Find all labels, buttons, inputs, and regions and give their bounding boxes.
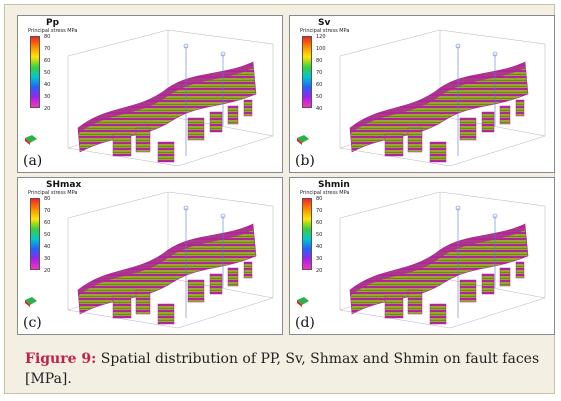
figure-label: Figure 9: bbox=[25, 351, 97, 367]
panel-label: (a) bbox=[21, 153, 45, 169]
legend-tick: 20 bbox=[44, 106, 51, 112]
legend-tick: 50 bbox=[44, 70, 51, 76]
legend-tick: 50 bbox=[316, 232, 323, 238]
color-scale-bar bbox=[302, 36, 312, 108]
panel-label: (d) bbox=[293, 315, 317, 331]
legend-tick: 80 bbox=[44, 34, 51, 40]
legend-tick: 60 bbox=[316, 220, 323, 226]
panel-d: Shmin Principal stress MPa 80 70 60 50 4… bbox=[289, 177, 555, 335]
legend-tick: 80 bbox=[316, 196, 323, 202]
legend-tick: 40 bbox=[44, 82, 51, 88]
fault-face-scene bbox=[67, 191, 274, 329]
orientation-axes-icon bbox=[25, 297, 37, 307]
legend-caption: Principal stress MPa bbox=[28, 28, 78, 34]
legend-tick: 40 bbox=[316, 106, 323, 112]
legend-tick: 30 bbox=[316, 256, 323, 262]
figure-frame: Pp Principal stress MPa 80 70 60 50 40 3… bbox=[4, 4, 555, 394]
legend-tick: 60 bbox=[44, 58, 51, 64]
legend-tick: 50 bbox=[316, 94, 323, 100]
panel-title: Shmin bbox=[318, 180, 350, 190]
legend-caption: Principal stress MPa bbox=[300, 28, 350, 34]
legend-tick: 30 bbox=[44, 256, 51, 262]
orientation-axes-icon bbox=[25, 135, 37, 145]
legend-tick: 100 bbox=[316, 46, 326, 52]
fault-face-scene bbox=[339, 191, 546, 329]
color-scale-bar bbox=[30, 36, 40, 108]
legend-tick: 70 bbox=[316, 70, 323, 76]
legend-tick: 60 bbox=[44, 220, 51, 226]
legend-tick: 50 bbox=[44, 232, 51, 238]
figure-caption: Figure 9: Spatial distribution of PP, Sv… bbox=[25, 349, 545, 389]
legend-tick: 70 bbox=[44, 46, 51, 52]
legend-ticks: 80 70 60 50 40 30 20 bbox=[44, 196, 60, 274]
caption-text: Spatial distribution of PP, Sv, Shmax an… bbox=[25, 351, 540, 387]
panel-title: SHmax bbox=[46, 180, 82, 190]
fault-face-scene bbox=[67, 29, 274, 167]
legend-tick: 60 bbox=[316, 82, 323, 88]
panel-c: SHmax Principal stress MPa 80 70 60 50 4… bbox=[17, 177, 283, 335]
color-scale-bar bbox=[302, 198, 312, 270]
legend-tick: 120 bbox=[316, 34, 326, 40]
panel-label: (b) bbox=[293, 153, 317, 169]
legend-tick: 70 bbox=[316, 208, 323, 214]
legend-tick: 80 bbox=[316, 58, 323, 64]
panel-title: Pp bbox=[46, 18, 60, 28]
legend-caption: Principal stress MPa bbox=[28, 190, 78, 196]
legend-ticks: 80 70 60 50 40 30 20 bbox=[44, 34, 60, 112]
orientation-axes-icon bbox=[297, 135, 309, 145]
legend-tick: 70 bbox=[44, 208, 51, 214]
figure-grid: Pp Principal stress MPa 80 70 60 50 40 3… bbox=[17, 15, 555, 335]
legend-tick: 40 bbox=[316, 244, 323, 250]
legend-tick: 80 bbox=[44, 196, 51, 202]
legend-tick: 40 bbox=[44, 244, 51, 250]
legend-tick: 20 bbox=[316, 268, 323, 274]
legend-ticks: 120 100 80 70 60 50 40 bbox=[316, 34, 332, 112]
fault-face-scene bbox=[339, 29, 546, 167]
panel-b: Sv Principal stress MPa 120 100 80 70 60… bbox=[289, 15, 555, 173]
panel-a: Pp Principal stress MPa 80 70 60 50 40 3… bbox=[17, 15, 283, 173]
panel-title: Sv bbox=[318, 18, 331, 28]
legend-caption: Principal stress MPa bbox=[300, 190, 350, 196]
legend-tick: 30 bbox=[44, 94, 51, 100]
orientation-axes-icon bbox=[297, 297, 309, 307]
legend-ticks: 80 70 60 50 40 30 20 bbox=[316, 196, 332, 274]
legend-tick: 20 bbox=[44, 268, 51, 274]
panel-label: (c) bbox=[21, 315, 44, 331]
color-scale-bar bbox=[30, 198, 40, 270]
